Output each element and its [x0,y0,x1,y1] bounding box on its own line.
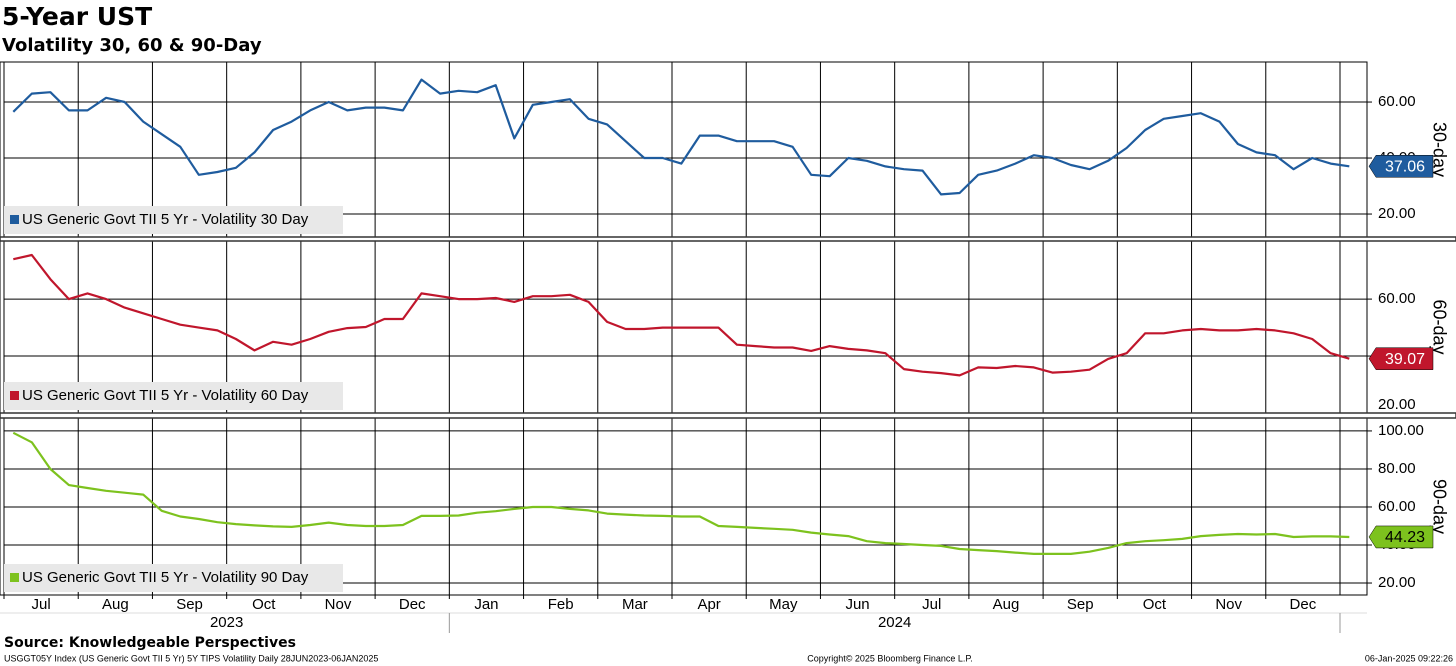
legend-box [4,564,343,592]
x-tick-label: Feb [548,596,574,613]
chart-title: 5-Year UST [2,2,152,31]
legend-swatch [10,391,19,400]
y-axis-title: 60-day [1429,299,1449,354]
x-tick-label: Nov [1215,596,1242,613]
footer-copyright: Copyright© 2025 Bloomberg Finance L.P. [807,653,973,663]
year-label: 2024 [878,614,911,631]
last-value-label: 37.06 [1385,158,1425,175]
series-line [13,253,1350,377]
x-tick-label: Dec [1290,596,1317,613]
legend-label: US Generic Govt TII 5 Yr - Volatility 90… [22,569,309,586]
x-tick-label: Jul [32,596,51,613]
footer-timestamp: 06-Jan-2025 09:22:26 [1365,653,1453,663]
x-tick-label: Oct [1143,596,1167,613]
y-axis-title: 90-day [1429,479,1449,534]
x-tick-label: Sep [176,596,203,613]
x-tick-label: Jun [845,596,869,613]
series-line [12,431,1350,555]
series-line [12,78,1350,196]
legend-label: US Generic Govt TII 5 Yr - Volatility 60… [22,387,309,404]
x-tick-label: Mar [622,596,648,613]
y-tick-label: 60.00 [1378,290,1416,307]
y-axis-title: 30-day [1429,122,1449,177]
last-value-box [1368,155,1434,178]
legend-swatch [10,573,19,582]
x-tick-label: Aug [102,596,129,613]
y-tick-label: 20.00 [1378,396,1416,413]
x-tick-label: Aug [993,596,1020,613]
x-tick-label: Dec [399,596,426,613]
legend-label: US Generic Govt TII 5 Yr - Volatility 30… [22,211,309,228]
panel-separator [0,236,1456,242]
y-tick-label: 60.00 [1378,93,1416,110]
y-tick-label: 100.00 [1378,422,1424,439]
x-tick-label: Apr [697,596,720,613]
legend-box [4,206,343,234]
y-tick-label: 20.00 [1378,574,1416,591]
source-note: Source: Knowledgeable Perspectives [4,635,296,651]
x-tick-label: Sep [1067,596,1094,613]
legend-box [4,382,343,410]
y-tick-label: 20.00 [1378,205,1416,222]
legend-swatch [10,215,19,224]
chart-subtitle: Volatility 30, 60 & 90-Day [2,35,262,56]
y-tick-label: 80.00 [1378,460,1416,477]
y-tick-label: 60.00 [1378,498,1416,515]
year-label: 2023 [210,614,243,631]
last-value-label: 44.23 [1385,529,1425,546]
x-tick-label: May [769,596,798,613]
x-tick-label: Nov [325,596,352,613]
last-value-box [1368,347,1434,370]
x-tick-label: Jan [474,596,498,613]
last-value-box [1368,525,1434,549]
panel-separator [0,412,1456,419]
last-value-label: 39.07 [1385,351,1425,368]
x-tick-label: Jul [922,596,941,613]
x-tick-label: Oct [252,596,276,613]
footer-description: USGGT05Y Index (US Generic Govt TII 5 Yr… [4,653,378,663]
